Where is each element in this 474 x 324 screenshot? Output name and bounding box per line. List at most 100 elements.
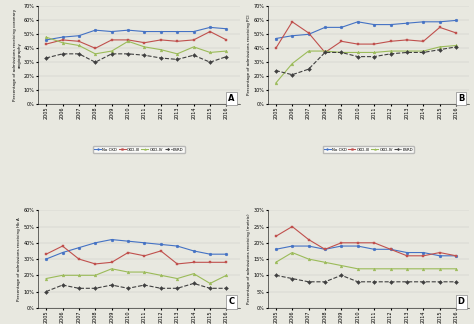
ESRD — [191, 282, 197, 285]
Legend: No CKD, CKD-III, CKD-IV, ESRD: No CKD, CKD-III, CKD-IV, ESRD — [93, 146, 184, 153]
CKD-III — [224, 260, 229, 264]
No CKD — [289, 244, 295, 248]
Line: CKD-IV: CKD-IV — [274, 251, 457, 270]
No CKD — [273, 247, 279, 251]
No CKD — [306, 244, 311, 248]
CKD-III — [142, 254, 147, 258]
No CKD — [142, 241, 147, 245]
CKD-IV — [125, 270, 131, 274]
No CKD — [371, 247, 377, 251]
Line: No CKD: No CKD — [45, 238, 228, 260]
No CKD — [207, 252, 213, 256]
ESRD — [355, 280, 361, 284]
No CKD — [60, 250, 65, 254]
ESRD — [453, 45, 459, 49]
Line: ESRD: ESRD — [274, 45, 457, 76]
CKD-III — [306, 237, 311, 241]
CKD-IV — [355, 267, 361, 271]
CKD-IV — [191, 45, 197, 49]
ESRD — [306, 67, 311, 71]
No CKD — [338, 244, 344, 248]
ESRD — [174, 57, 180, 61]
No CKD — [306, 32, 311, 36]
CKD-IV — [355, 51, 361, 54]
CKD-III — [388, 247, 393, 251]
CKD-IV — [371, 267, 377, 271]
CKD-III — [158, 38, 164, 42]
CKD-III — [338, 241, 344, 245]
CKD-III — [289, 225, 295, 228]
CKD-IV — [306, 257, 311, 261]
CKD-III — [60, 38, 65, 42]
Line: ESRD: ESRD — [274, 274, 457, 283]
No CKD — [125, 28, 131, 32]
CKD-III — [76, 257, 82, 261]
ESRD — [273, 69, 279, 73]
ESRD — [158, 56, 164, 60]
Legend: No CKD, CKD-III, CKD-IV, ESRD: No CKD, CKD-III, CKD-IV, ESRD — [323, 146, 414, 153]
No CKD — [191, 249, 197, 253]
CKD-III — [404, 38, 410, 42]
No CKD — [420, 250, 426, 254]
CKD-IV — [158, 48, 164, 52]
CKD-IV — [43, 35, 49, 39]
CKD-III — [76, 39, 82, 43]
CKD-IV — [289, 250, 295, 254]
No CKD — [92, 241, 98, 245]
CKD-III — [174, 262, 180, 266]
ESRD — [273, 273, 279, 277]
Y-axis label: Percentage of admissions receiving Hb A: Percentage of admissions receiving Hb A — [18, 217, 21, 301]
No CKD — [76, 34, 82, 38]
CKD-IV — [322, 260, 328, 264]
CKD-III — [142, 41, 147, 45]
CKD-IV — [158, 273, 164, 277]
ESRD — [125, 286, 131, 290]
ESRD — [43, 290, 49, 294]
ESRD — [142, 283, 147, 287]
Y-axis label: Percentage of admissions receiving PCI: Percentage of admissions receiving PCI — [247, 15, 251, 96]
CKD-IV — [420, 49, 426, 53]
No CKD — [437, 20, 443, 24]
CKD-IV — [109, 49, 115, 53]
ESRD — [355, 55, 361, 59]
No CKD — [224, 27, 229, 31]
CKD-III — [43, 42, 49, 46]
No CKD — [420, 20, 426, 24]
Line: CKD-IV: CKD-IV — [45, 36, 228, 55]
CKD-IV — [273, 260, 279, 264]
CKD-III — [158, 249, 164, 253]
CKD-III — [371, 42, 377, 46]
CKD-IV — [404, 267, 410, 271]
ESRD — [388, 52, 393, 56]
ESRD — [306, 280, 311, 284]
CKD-III — [355, 42, 361, 46]
ESRD — [437, 48, 443, 52]
CKD-IV — [453, 43, 459, 47]
Line: ESRD: ESRD — [45, 282, 228, 293]
CKD-IV — [453, 267, 459, 271]
No CKD — [388, 247, 393, 251]
No CKD — [322, 25, 328, 29]
No CKD — [371, 23, 377, 27]
CKD-III — [338, 39, 344, 43]
CKD-III — [191, 38, 197, 42]
ESRD — [420, 280, 426, 284]
CKD-III — [207, 260, 213, 264]
CKD-IV — [92, 273, 98, 277]
CKD-III — [437, 25, 443, 29]
No CKD — [43, 38, 49, 42]
ESRD — [92, 60, 98, 64]
ESRD — [388, 280, 393, 284]
Line: CKD-III: CKD-III — [45, 245, 228, 265]
CKD-III — [322, 51, 328, 54]
ESRD — [125, 52, 131, 56]
Line: No CKD: No CKD — [45, 26, 228, 41]
Line: CKD-IV: CKD-IV — [45, 267, 228, 285]
Text: A: A — [228, 94, 235, 103]
Line: No CKD: No CKD — [274, 19, 457, 40]
ESRD — [437, 280, 443, 284]
Text: B: B — [458, 94, 465, 103]
CKD-IV — [142, 45, 147, 49]
No CKD — [109, 237, 115, 241]
ESRD — [420, 51, 426, 54]
